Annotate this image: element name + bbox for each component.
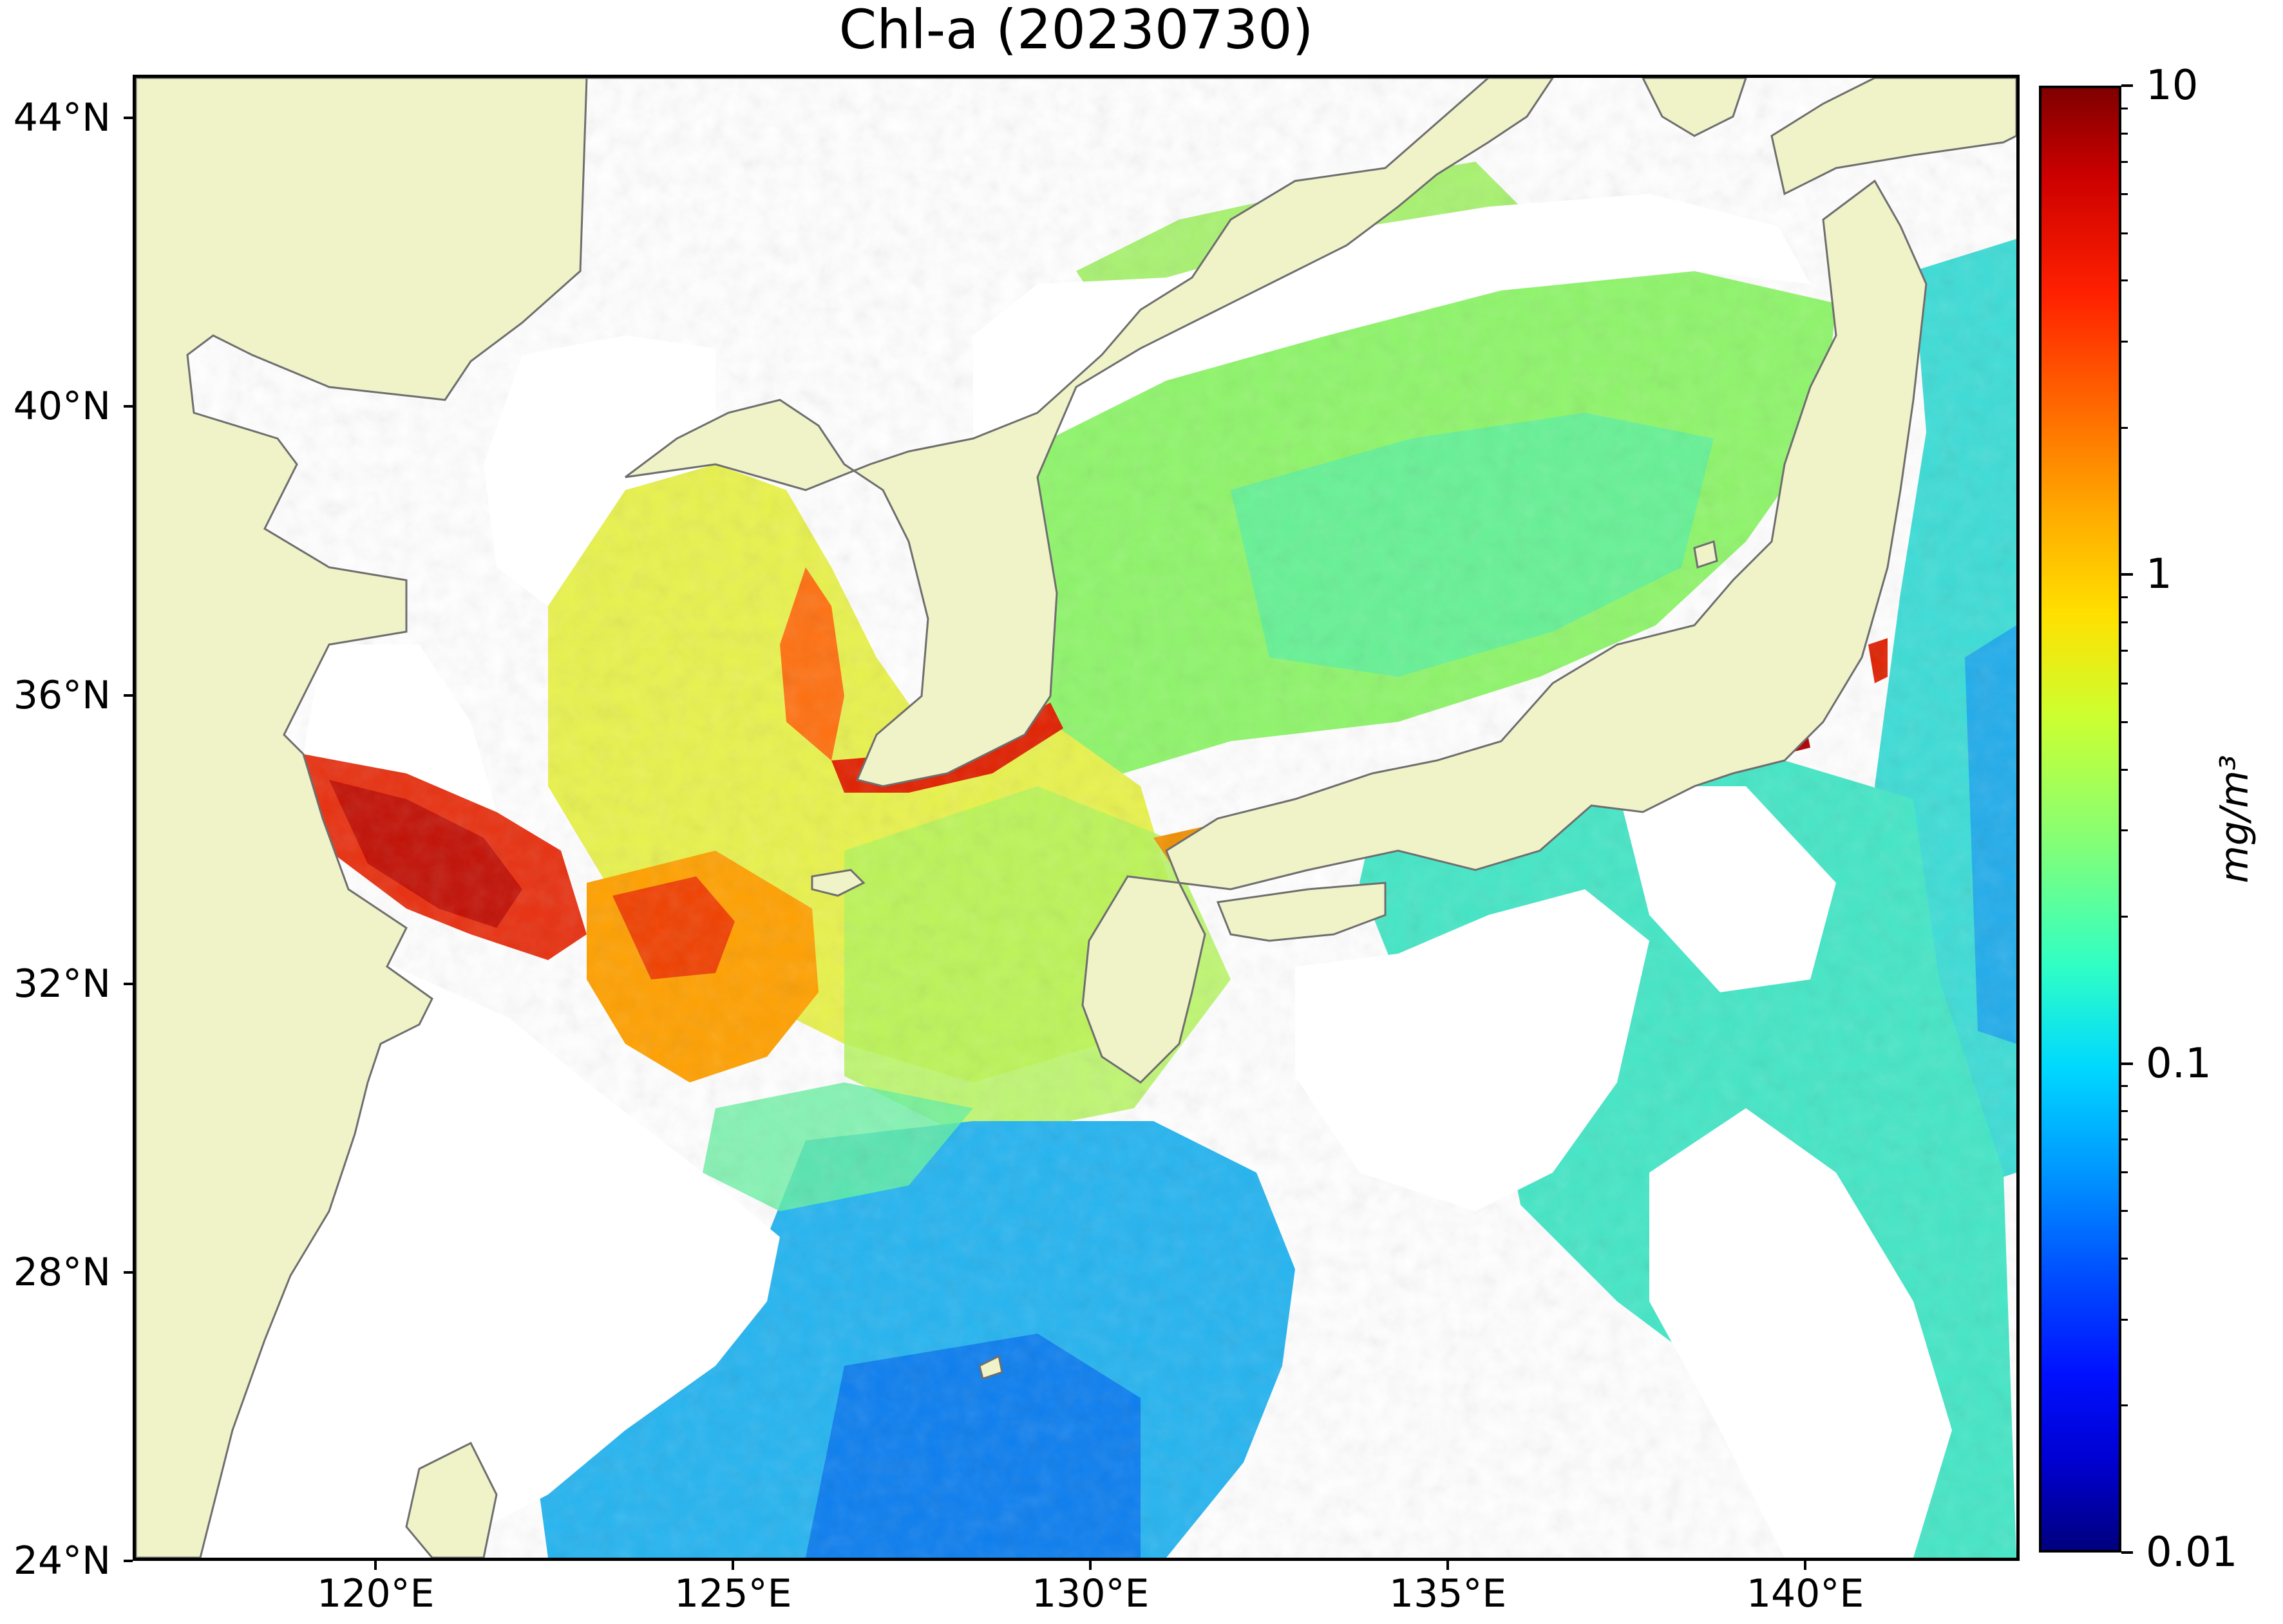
land-sado [1693,540,1718,569]
colorbar-tick-label: 0.01 [2146,1529,2238,1576]
latitude-tick-mark [124,694,133,697]
colorbar [2039,86,2121,1553]
map-title: Chl-a (20230730) [838,0,1314,61]
colorbar-minor-tick [2121,1171,2128,1174]
latitude-tick-label: 40°N [13,384,111,430]
longitude-tick-label: 120°E [317,1571,435,1616]
longitude-tick-mark [1446,1561,1450,1570]
land-taiwan [405,1441,498,1558]
longitude-tick-label: 140°E [1746,1571,1864,1616]
longitude-tick-mark [732,1561,735,1570]
latitude-tick-label: 44°N [13,95,111,141]
colorbar-major-tick [2121,84,2133,87]
colorbar-minor-tick [2121,193,2128,196]
map-canvas [136,78,2016,1558]
colorbar-minor-tick [2121,1257,2128,1260]
cloud-north-yellow-sea [484,335,715,606]
colorbar-tick-label: 1 [2146,551,2172,599]
longitude-tick-label: 130°E [1031,1571,1150,1616]
cloud-pacific-center [1295,889,1649,1211]
latitude-tick-mark [124,1560,133,1562]
colorbar-minor-tick [2121,768,2128,771]
latitude-tick-mark [124,1270,133,1274]
colorbar-minor-tick [2121,279,2128,282]
land-korea-manchuria [587,78,1554,788]
longitude-tick-mark [374,1561,377,1570]
latitude-tick-label: 32°N [13,961,111,1006]
colorbar-minor-tick [2121,621,2128,623]
latitude-tick-label: 28°N [13,1249,111,1295]
colorbar-minor-tick [2121,682,2128,685]
latitude-tick-mark [124,405,133,408]
colorbar-major-tick [2121,573,2133,576]
chlorophyll-map [133,75,2020,1561]
colorbar-minor-tick [2121,341,2128,343]
colorbar-minor-tick [2121,107,2128,109]
colorbar-minor-tick [2121,132,2128,135]
cloud-pacific-northwest [1617,786,1836,992]
colorbar-minor-tick [2121,1318,2128,1321]
land-shikoku [1216,882,1387,942]
land-honshu [1165,179,1928,891]
colorbar-minor-tick [2121,829,2128,832]
colorbar-minor-tick [2121,1210,2128,1213]
land-hokkaido [1770,78,2016,196]
colorbar-minor-tick [2121,1138,2128,1141]
land-china [136,78,588,1558]
latitude-tick-mark [124,117,133,120]
latitude-tick-mark [124,982,133,985]
colorbar-minor-tick [2121,596,2128,599]
land [136,78,2016,1558]
colorbar-minor-tick [2121,1085,2128,1088]
land-kyushu [1081,875,1206,1084]
colorbar-minor-tick [2121,426,2128,429]
colorbar-minor-tick [2121,232,2128,234]
colorbar-unit-label: mg/m³ [2212,755,2257,883]
colorbar-major-tick [2121,1062,2133,1065]
colorbar-minor-tick [2121,160,2128,163]
colorbar-minor-tick [2121,1110,2128,1113]
colorbar-major-tick [2121,1551,2133,1554]
longitude-tick-mark [1804,1561,1807,1570]
colorbar-tick-label: 10 [2146,62,2199,109]
land-okinawa [978,1354,1003,1380]
longitude-tick-mark [1089,1561,1092,1570]
colorbar-minor-tick [2121,916,2128,918]
latitude-tick-label: 36°N [13,672,111,718]
colorbar-minor-tick [2121,649,2128,652]
colorbar-minor-tick [2121,721,2128,723]
longitude-tick-label: 125°E [674,1571,792,1616]
cloud-shandong [303,645,497,812]
land-jeju [811,869,866,897]
colorbar-minor-tick [2121,1404,2128,1407]
land-sakhalin [1642,78,1747,137]
longitude-tick-label: 135°E [1388,1571,1507,1616]
cloud-northeast [973,194,1810,490]
latitude-tick-label: 24°N [13,1538,111,1583]
cloud-pacific-southeast [1649,1108,1952,1558]
colorbar-tick-label: 0.1 [2146,1039,2212,1088]
